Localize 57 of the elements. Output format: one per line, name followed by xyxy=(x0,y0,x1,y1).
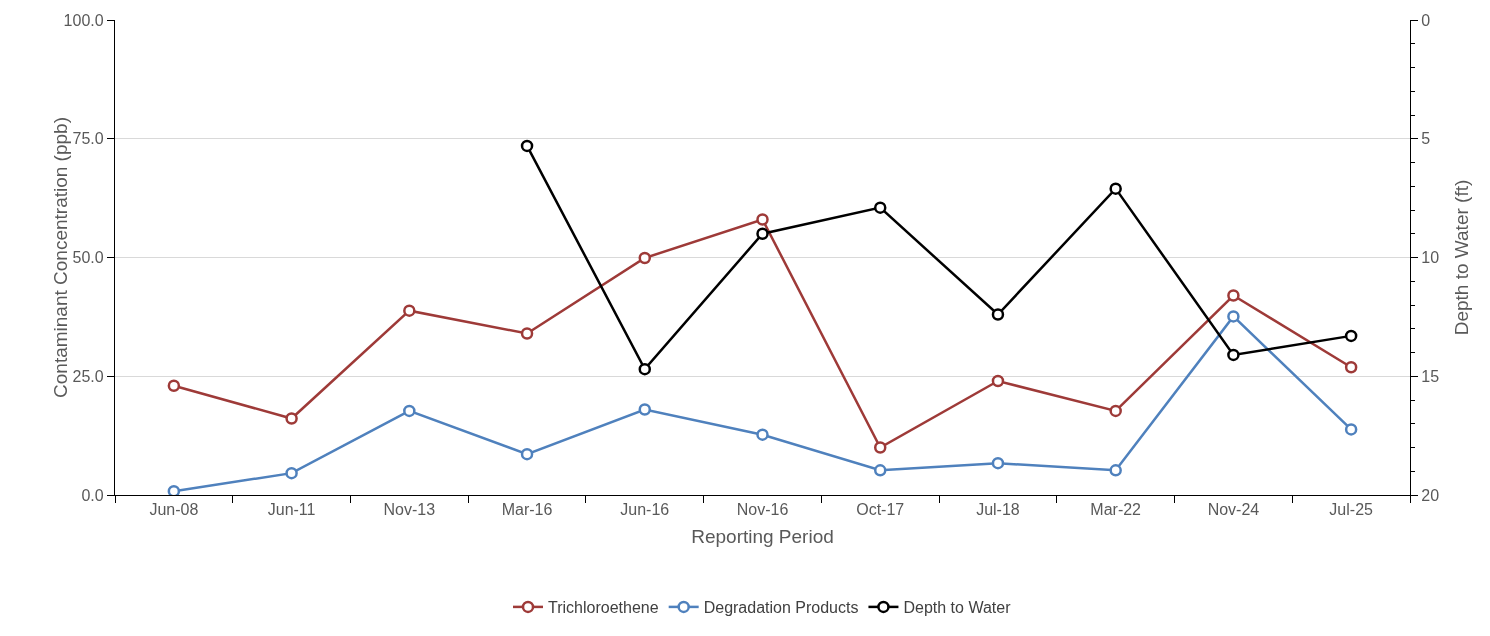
point xyxy=(1344,329,1358,343)
x-tick-label: Jul-18 xyxy=(976,501,1020,519)
x-tick-label: Mar-22 xyxy=(1090,501,1142,519)
point xyxy=(991,456,1005,470)
point xyxy=(520,327,534,340)
x-tick-label: Jun-16 xyxy=(620,501,670,519)
point xyxy=(991,374,1005,388)
x-tick-label: Oct-17 xyxy=(856,501,905,519)
point xyxy=(403,304,416,317)
x-tick-label: Nov-24 xyxy=(1207,501,1260,519)
point xyxy=(638,362,652,376)
point xyxy=(756,428,769,441)
y-axis-title: Contaminant Concentration (ppb) xyxy=(49,117,71,398)
x-tick-label: Jun-11 xyxy=(267,501,316,519)
point xyxy=(1109,464,1122,477)
x-tick-label: Nov-16 xyxy=(736,501,789,519)
point xyxy=(1109,182,1122,195)
legend-label: Degradation Products xyxy=(703,599,859,617)
x-tick-label: Nov-13 xyxy=(383,501,436,519)
y2-tick-label: 15 xyxy=(1421,367,1440,385)
point xyxy=(167,484,181,495)
point xyxy=(873,441,887,454)
y-tick-label: 75.0 xyxy=(72,130,104,148)
y-tick-label: 0.0 xyxy=(81,486,104,504)
y2-tick-label: 5 xyxy=(1421,130,1431,148)
y-tick-label: 100.0 xyxy=(63,11,104,29)
x-axis-title: Reporting Period xyxy=(691,526,834,548)
y2-axis-title: Depth to Water (ft) xyxy=(1450,179,1472,336)
point xyxy=(1227,289,1240,302)
y2-tick-label: 10 xyxy=(1421,249,1440,267)
point xyxy=(991,308,1005,321)
legend-label: Trichloroethene xyxy=(548,599,659,617)
point xyxy=(638,403,652,416)
point xyxy=(1109,404,1122,418)
x-tick-label: Jul-25 xyxy=(1329,501,1374,519)
y-tick-label: 50.0 xyxy=(72,249,104,267)
point xyxy=(873,201,887,214)
y-tick-label: 25.0 xyxy=(72,367,104,385)
point xyxy=(520,447,534,461)
point xyxy=(1344,423,1358,436)
point xyxy=(520,139,534,153)
point xyxy=(1227,310,1240,323)
y2-tick-label: 20 xyxy=(1421,486,1440,504)
point xyxy=(756,213,769,226)
point xyxy=(285,466,298,480)
point xyxy=(756,227,769,240)
legend-label: Depth to Water xyxy=(903,599,1012,617)
point xyxy=(873,464,887,477)
x-tick-label: Jun-08 xyxy=(149,501,199,519)
point xyxy=(1344,360,1358,374)
x-tick-label: Mar-16 xyxy=(501,501,553,519)
point xyxy=(1227,348,1240,362)
point xyxy=(403,404,416,418)
point xyxy=(285,412,298,425)
point xyxy=(167,379,181,392)
y2-tick-label: 0 xyxy=(1421,11,1431,29)
point xyxy=(638,251,652,265)
